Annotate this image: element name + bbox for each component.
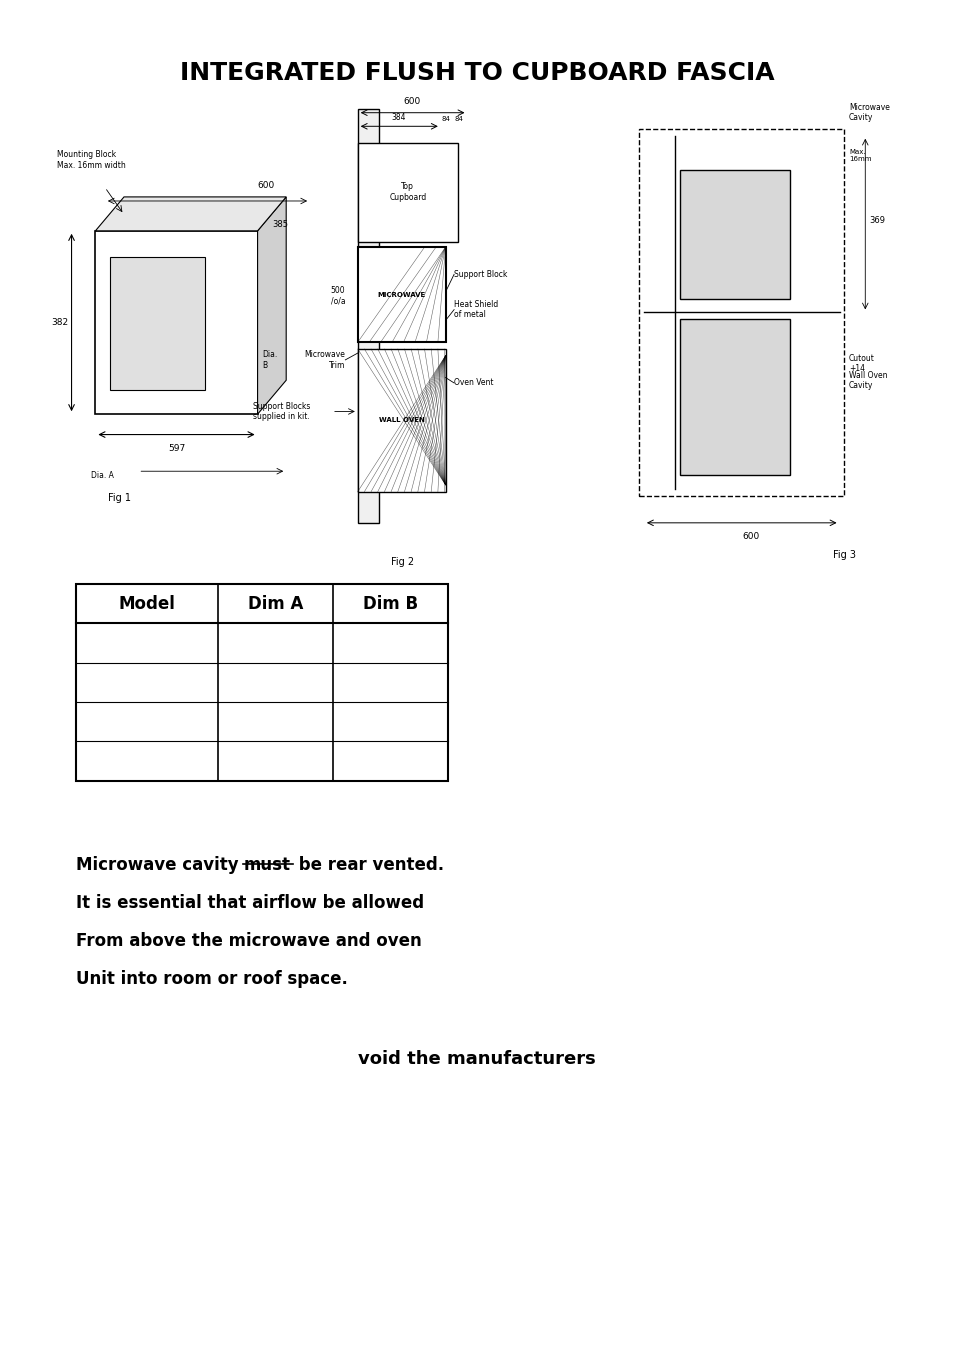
Bar (76, 584, 448, 781)
Text: Fig 3: Fig 3 (832, 550, 855, 559)
Text: 384: 384 (391, 113, 406, 122)
Bar (679, 319, 789, 475)
Text: 600: 600 (741, 532, 760, 542)
Text: INTEGRATED FLUSH TO CUPBOARD FASCIA: INTEGRATED FLUSH TO CUPBOARD FASCIA (179, 61, 774, 86)
Text: Fig 2: Fig 2 (391, 557, 414, 566)
Text: From above the microwave and oven: From above the microwave and oven (76, 932, 421, 949)
Text: Dia.
B: Dia. B (262, 350, 277, 369)
Bar (639, 129, 843, 496)
Text: 84: 84 (440, 117, 450, 122)
Bar (679, 170, 789, 299)
Text: Heat Shield
of metal: Heat Shield of metal (454, 300, 497, 319)
Text: 500
/o/a: 500 /o/a (331, 287, 345, 306)
Text: 382: 382 (51, 318, 69, 327)
Text: Mounting Block
Max. 16mm width: Mounting Block Max. 16mm width (57, 151, 126, 170)
Text: Support Blocks
supplied in kit.: Support Blocks supplied in kit. (253, 402, 310, 421)
Bar (110, 257, 205, 390)
Bar (357, 143, 457, 242)
Text: 600: 600 (403, 96, 420, 106)
Text: Max.
16mm: Max. 16mm (848, 149, 871, 163)
Text: 369: 369 (868, 216, 884, 225)
Text: Top
Cupboard: Top Cupboard (389, 182, 426, 202)
Text: Microwave
Cavity: Microwave Cavity (848, 103, 889, 122)
Text: It is essential that airflow be allowed: It is essential that airflow be allowed (76, 894, 424, 911)
Text: 597: 597 (168, 444, 185, 454)
Text: 385: 385 (272, 220, 288, 228)
Bar (357, 109, 378, 523)
Text: MICROWAVE: MICROWAVE (377, 292, 425, 297)
Text: Oven Vent: Oven Vent (454, 379, 493, 387)
Text: 600: 600 (257, 181, 274, 190)
Bar (357, 247, 445, 342)
Polygon shape (257, 197, 286, 414)
Text: 84: 84 (454, 117, 463, 122)
Text: must: must (243, 856, 290, 873)
Text: Unit into room or roof space.: Unit into room or roof space. (76, 970, 348, 987)
Polygon shape (95, 197, 286, 231)
Text: void the manufacturers: void the manufacturers (357, 1050, 596, 1069)
Text: Model: Model (118, 595, 175, 612)
Text: Support Block: Support Block (454, 270, 507, 278)
Text: Dim A: Dim A (248, 595, 303, 612)
Bar (357, 349, 445, 492)
Text: Microwave cavity: Microwave cavity (76, 856, 244, 873)
Text: Microwave
Trim: Microwave Trim (304, 350, 345, 369)
Text: Dia. A: Dia. A (91, 471, 113, 481)
Text: WALL OVEN: WALL OVEN (378, 417, 424, 424)
Text: Dim B: Dim B (363, 595, 417, 612)
Text: Fig 1: Fig 1 (108, 493, 131, 502)
Text: be rear vented.: be rear vented. (293, 856, 443, 873)
Text: Cutout
+14: Cutout +14 (848, 354, 874, 373)
Text: Wall Oven
Cavity: Wall Oven Cavity (848, 371, 886, 390)
Bar (95, 231, 257, 414)
